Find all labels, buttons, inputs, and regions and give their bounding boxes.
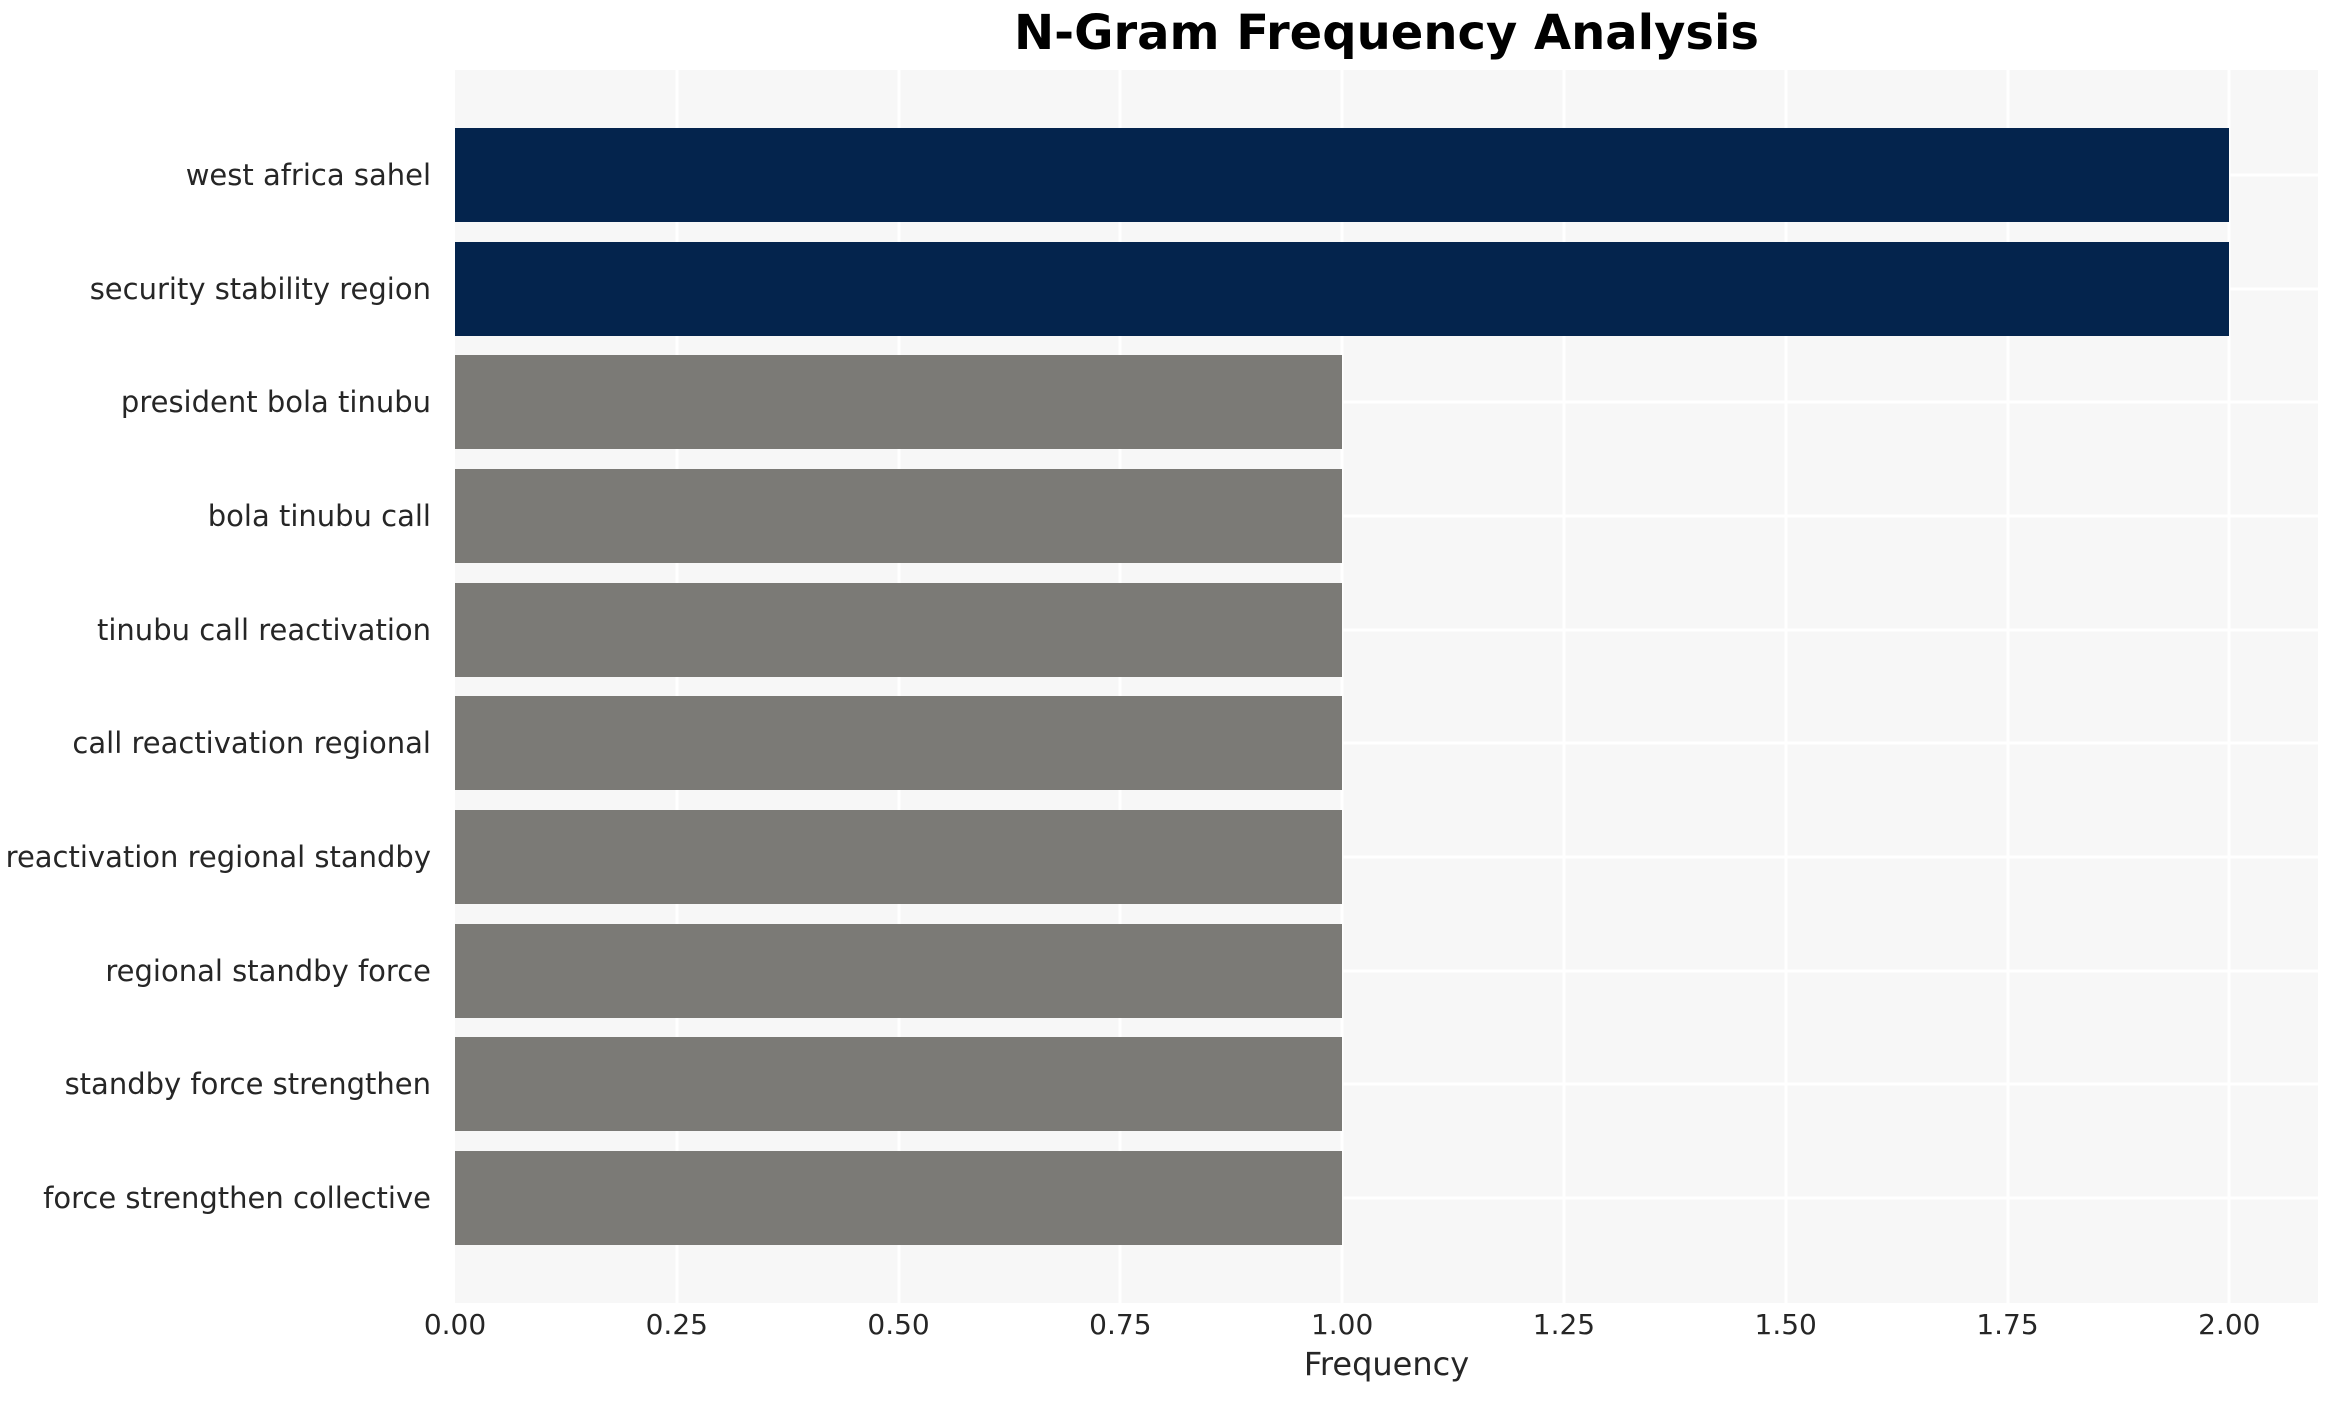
- plot-area: [455, 70, 2318, 1303]
- horizontal-gridline: [455, 1196, 2318, 1200]
- category-label: president bola tinubu: [120, 385, 431, 420]
- x-tick-label: 1.75: [1976, 1308, 2039, 1341]
- horizontal-gridline: [455, 1082, 2318, 1086]
- x-tick-label: 0.00: [423, 1308, 487, 1341]
- bar: [455, 127, 2230, 222]
- category-label: security stability region: [89, 271, 431, 306]
- bar: [455, 696, 1343, 791]
- horizontal-gridline: [455, 400, 2318, 404]
- vertical-gridline: [897, 70, 901, 1303]
- bar: [455, 810, 1343, 905]
- x-tick-label: 1.50: [1754, 1308, 1817, 1341]
- vertical-gridline: [2006, 70, 2009, 1303]
- x-tick-label: 1.25: [1532, 1308, 1596, 1341]
- vertical-gridline: [1784, 70, 1788, 1303]
- bar-row: [455, 687, 2318, 801]
- x-tick-label: 2.00: [2198, 1308, 2261, 1341]
- bar-row: [455, 118, 2318, 232]
- x-tick-label: 0.25: [645, 1308, 708, 1341]
- bar: [455, 923, 1343, 1018]
- category-label: force strengthen collective: [43, 1181, 431, 1216]
- vertical-gridline: [675, 70, 679, 1303]
- bar-row: [455, 345, 2318, 459]
- vertical-gridline: [1562, 70, 1566, 1303]
- horizontal-gridline: [455, 969, 2318, 973]
- bar-row: [455, 914, 2318, 1028]
- category-label: standby force strengthen: [64, 1067, 431, 1102]
- vertical-gridline: [1340, 70, 1344, 1303]
- y-axis-category-labels: west africa sahel security stability regi…: [0, 70, 443, 1303]
- category-label: west africa sahel: [185, 157, 431, 192]
- bar: [455, 468, 1343, 563]
- category-label: tinubu call reactivation: [97, 612, 431, 647]
- x-tick-label: 0.75: [1089, 1308, 1152, 1341]
- bar: [455, 241, 2230, 336]
- horizontal-gridline: [455, 855, 2318, 859]
- horizontal-gridline: [455, 628, 2318, 632]
- horizontal-gridline: [455, 741, 2318, 745]
- vertical-gridline: [1118, 70, 1122, 1303]
- bar: [455, 582, 1343, 677]
- horizontal-gridline: [455, 514, 2318, 518]
- category-label: reactivation regional standby: [5, 840, 431, 875]
- bar-row: [455, 1028, 2318, 1142]
- bar: [455, 1151, 1343, 1246]
- bar-row: [455, 232, 2318, 346]
- category-label: call reactivation regional: [72, 726, 431, 761]
- bar: [455, 355, 1343, 450]
- chart-title: N-Gram Frequency Analysis: [1014, 5, 1759, 61]
- bar-row: [455, 1141, 2318, 1255]
- bar: [455, 1037, 1343, 1132]
- bar-rows: [455, 70, 2318, 1303]
- x-tick-label: 0.50: [867, 1308, 930, 1341]
- x-axis-tick-labels: 0.00 0.25 0.50 0.75 1.00 1.25 1.50 1.75 2.00: [424, 1308, 2318, 1344]
- vertical-gridline: [2227, 70, 2231, 1303]
- category-label: bola tinubu call: [207, 498, 431, 533]
- x-axis-label: Frequency: [1303, 1345, 1470, 1383]
- bar-row: [455, 800, 2318, 914]
- bar-row: [455, 459, 2318, 573]
- category-label: regional standby force: [105, 953, 431, 988]
- x-tick-label: 1.00: [1310, 1308, 1374, 1341]
- bar-row: [455, 573, 2318, 687]
